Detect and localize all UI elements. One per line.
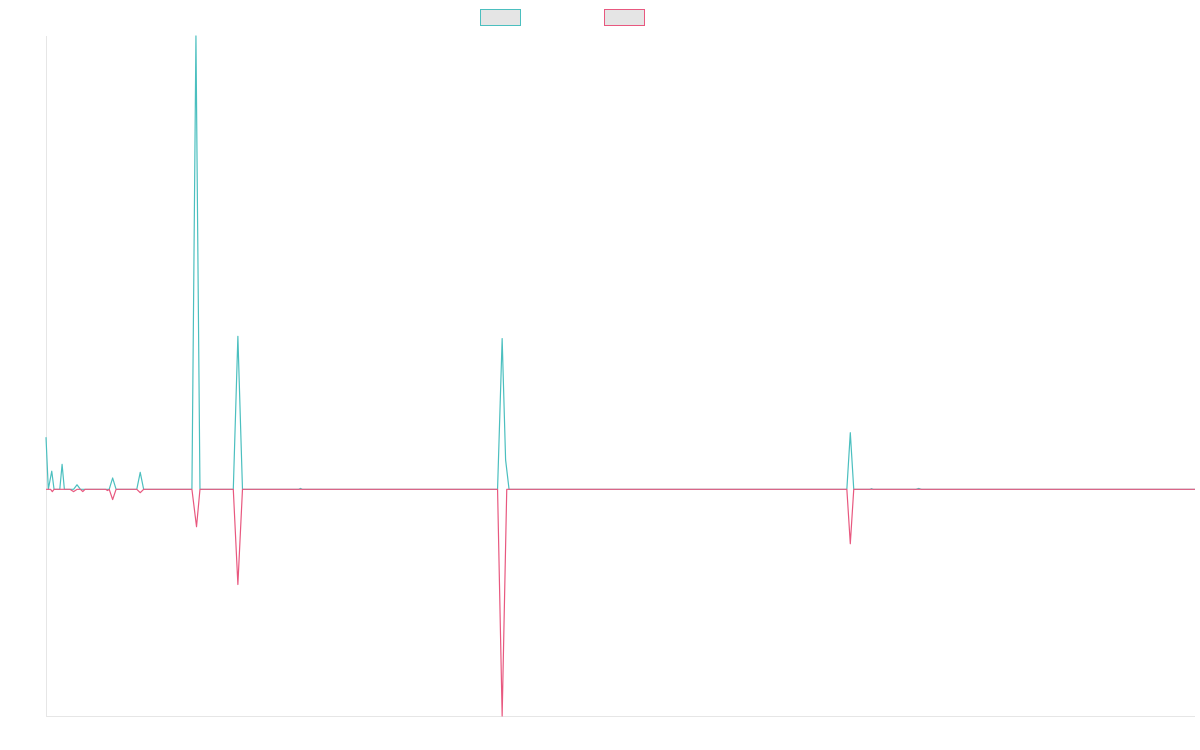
legend <box>480 9 645 26</box>
series-layer <box>45 35 1195 717</box>
axes <box>46 36 1195 717</box>
series-line-2 <box>46 488 1195 717</box>
legend-swatch-2 <box>604 9 645 26</box>
series-line-1 <box>45 35 1195 490</box>
legend-swatch-1 <box>480 9 521 26</box>
